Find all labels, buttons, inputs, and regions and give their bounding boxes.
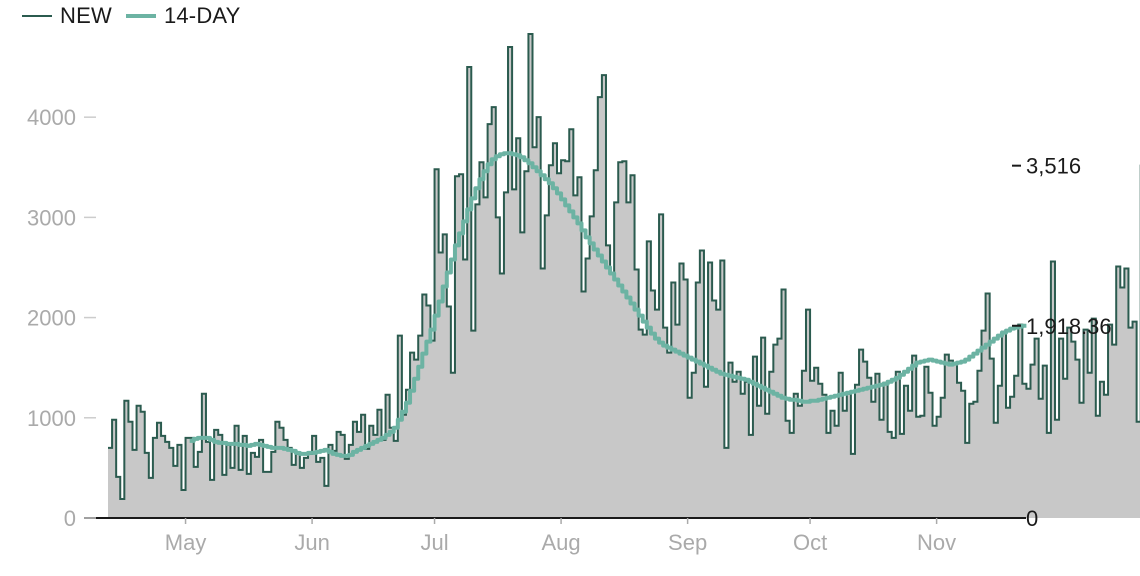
chart-legend: NEW 14-DAY bbox=[22, 2, 241, 30]
legend-item-14day: 14-DAY bbox=[125, 3, 241, 29]
right-value-label-1: 1,918.36 bbox=[1026, 314, 1112, 339]
x-tick-label-jul: Jul bbox=[420, 530, 448, 555]
avg-layer bbox=[189, 151, 1027, 458]
x-tick-label-sep: Sep bbox=[668, 530, 707, 555]
x-tick-label-nov: Nov bbox=[917, 530, 956, 555]
y-tick-label-1000: 1000 bbox=[27, 406, 76, 431]
x-tick-label-jun: Jun bbox=[294, 530, 329, 555]
legend-label-14day: 14-DAY bbox=[163, 3, 241, 28]
legend-label-new: NEW bbox=[60, 3, 112, 28]
legend-swatch-14day bbox=[125, 14, 156, 18]
area-layer bbox=[108, 33, 1140, 518]
legend-swatch-new bbox=[22, 15, 52, 17]
new-cases-area bbox=[108, 33, 1140, 518]
new-cases-line bbox=[108, 32, 1140, 500]
y-tick-label-0: 0 bbox=[64, 506, 76, 531]
right-value-label-0: 3,516 bbox=[1026, 154, 1081, 179]
x-tick-label-aug: Aug bbox=[542, 530, 581, 555]
line-layer bbox=[108, 32, 1140, 500]
fourteen-day-line bbox=[189, 151, 1027, 458]
y-tick-label-2000: 2000 bbox=[27, 306, 76, 331]
right-value-label-2: 0 bbox=[1026, 506, 1038, 531]
legend-item-new: NEW bbox=[22, 3, 112, 29]
axis-layer: 0 1000 2000 3000 4000 May Jun Jul Aug Sep Oct Nov 3,… bbox=[27, 105, 1112, 555]
y-tick-label-3000: 3000 bbox=[27, 205, 76, 230]
x-tick-label-may: May bbox=[165, 530, 207, 555]
x-tick-label-oct: Oct bbox=[793, 530, 827, 555]
y-tick-label-4000: 4000 bbox=[27, 105, 76, 130]
